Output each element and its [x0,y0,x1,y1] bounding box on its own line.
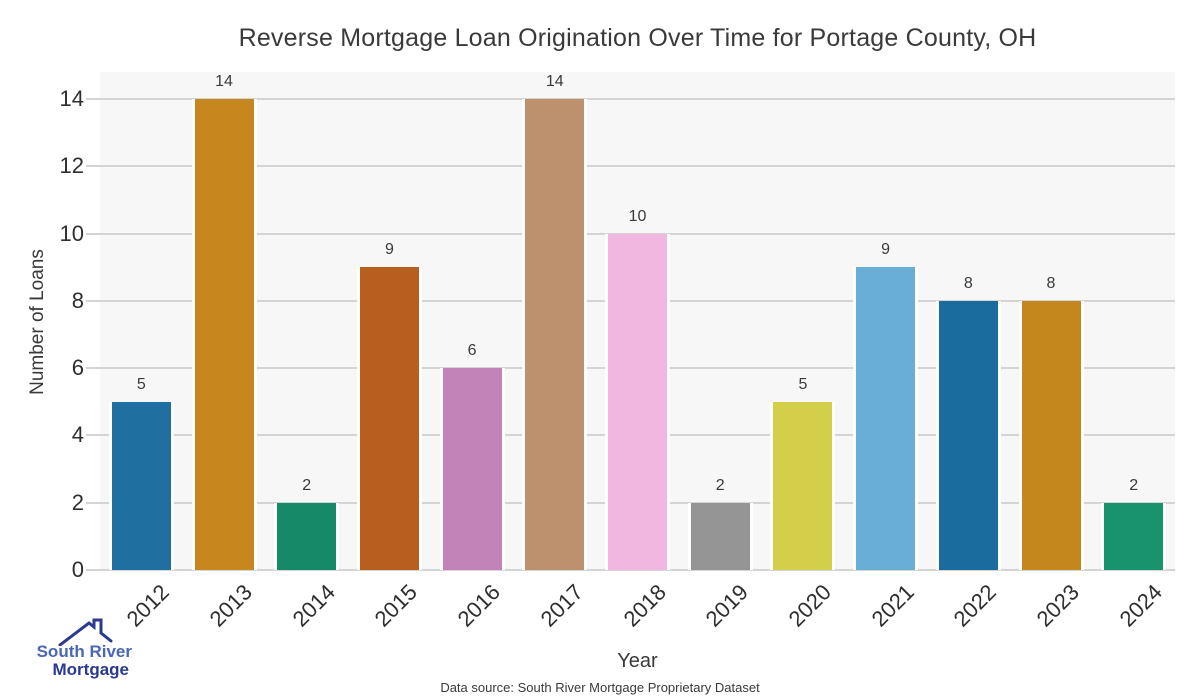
bar-value-label: 9 [384,241,394,259]
bar-2016 [439,368,505,570]
x-axis-title: Year [617,650,658,672]
bar-value-label: 14 [215,72,233,90]
source-note: Data source: South River Mortgage Propri… [440,680,760,695]
y-tick-label: 14 [59,86,84,111]
bar-2019 [687,502,753,570]
y-axis-title: Number of Loans [27,249,48,395]
bar-value-label: 5 [798,375,808,393]
x-tick-label: 2015 [370,579,423,632]
bar-value-label: 2 [715,476,725,494]
x-tick-label: 2021 [866,579,919,632]
y-tick-mark [86,569,100,571]
y-tick-mark [86,233,100,235]
y-tick-mark [86,165,100,167]
bar-2012 [108,401,174,570]
y-tick-mark [86,98,100,100]
bar-value-label: 14 [545,72,564,90]
logo-text: South River Mortgage [18,643,132,679]
x-tick-label: 2023 [1031,579,1084,632]
chart-title: Reverse Mortgage Loan Origination Over T… [238,24,1037,52]
y-tick-label: 0 [71,557,84,582]
y-tick-label: 12 [59,153,84,178]
bar-2023 [1018,300,1084,570]
bar-value-label: 2 [302,476,312,494]
bar-2022 [935,300,1001,570]
y-tick-mark [86,502,100,504]
bar-value-label: 6 [467,342,477,360]
y-tick-mark [86,434,100,436]
bar-2024 [1101,502,1167,570]
x-tick-label: 2013 [204,579,257,632]
bar-value-label: 2 [1129,476,1139,494]
bar-2020 [770,401,836,570]
bar-value-label: 5 [136,375,146,393]
company-logo: South River Mortgage [18,612,148,687]
x-tick-label: 2016 [452,579,506,632]
x-tick-label: 2018 [618,579,671,632]
y-tick-label: 8 [71,288,84,313]
bar-2021 [853,267,919,570]
x-tick-label: 2019 [700,579,754,632]
x-tick-label: 2017 [535,579,588,632]
bar-2014 [274,502,340,570]
gridline [100,569,1175,571]
bar-value-label: 10 [628,207,647,225]
bar-2015 [356,267,422,570]
bar-value-label: 9 [881,241,891,259]
x-tick-label: 2020 [783,579,836,632]
y-tick-mark [86,300,100,302]
y-tick-label: 2 [71,490,84,515]
bar-2013 [191,98,257,570]
y-tick-label: 10 [59,221,84,246]
gridline [100,165,1175,167]
bar-2017 [522,98,588,570]
x-tick-label: 2022 [948,579,1002,632]
logo-line1: South River [36,642,132,661]
x-tick-label: 2024 [1114,579,1167,632]
y-tick-label: 6 [71,355,84,380]
logo-line2: Mortgage [52,660,130,679]
bar-value-label: 8 [1046,274,1056,292]
x-tick-label: 2014 [287,579,340,632]
bar-2018 [605,233,670,570]
gridline [100,98,1175,100]
house-roof-icon [58,618,113,646]
bar-value-label: 8 [963,274,973,292]
y-tick-label: 4 [71,422,84,447]
y-tick-mark [86,367,100,369]
